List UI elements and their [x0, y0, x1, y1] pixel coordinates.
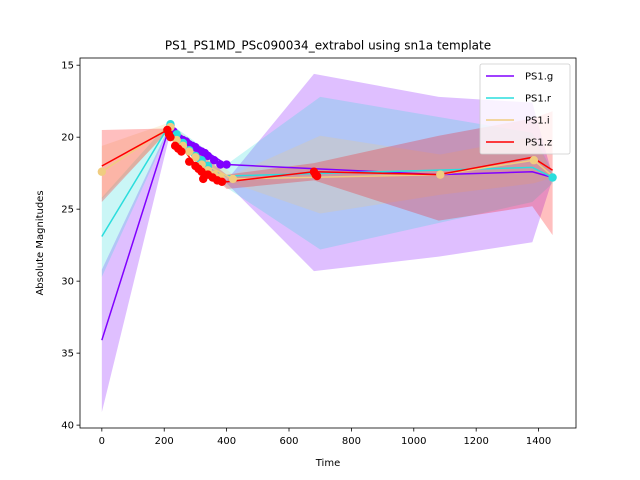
point-ps1-i-12 [529, 156, 539, 165]
chart-title: PS1_PS1MD_PSc090034_extrabol using sn1a … [165, 39, 491, 53]
x-tick-label: 800 [342, 436, 361, 447]
legend-label: PS1.g [525, 72, 553, 83]
point-ps1-r-7 [548, 173, 557, 182]
point-ps1-z-17 [312, 171, 322, 181]
point-ps1-z-2 [166, 132, 175, 142]
y-tick-label: 20 [61, 133, 74, 144]
point-ps1-i-0 [97, 167, 107, 176]
point-ps1-g-12 [203, 151, 213, 161]
legend-label: PS1.i [525, 116, 550, 127]
point-ps1-z-6 [184, 157, 194, 166]
y-axis: 15 20 25 30 35 40 [61, 61, 80, 432]
legend-box [479, 63, 571, 155]
legend-label: PS1.z [525, 138, 552, 149]
plot-frame [79, 57, 577, 429]
x-axis-title: Time [315, 458, 340, 469]
point-ps1-r-1 [172, 130, 181, 139]
y-tick-label: 15 [61, 61, 74, 72]
y-tick-label: 40 [61, 421, 74, 432]
point-ps1-i-5 [191, 153, 200, 162]
y-tick-label: 35 [61, 349, 74, 360]
point-ps1-z-9 [197, 167, 206, 176]
band-ps1-i [101, 122, 553, 214]
point-ps1-g-14 [216, 160, 225, 169]
point-ps1-i-4 [184, 147, 194, 156]
x-tick-label: 600 [279, 436, 298, 447]
point-ps1-g-13 [209, 156, 219, 165]
y-tick-label: 30 [61, 277, 74, 288]
band-ps1-r [101, 96, 553, 277]
point-ps1-i-11 [436, 170, 445, 179]
point-ps1-i-10 [228, 174, 238, 184]
x-tick-label: 1200 [463, 436, 488, 447]
x-tick-label: 0 [99, 436, 105, 447]
point-ps1-z-5 [177, 147, 186, 156]
y-tick-label: 25 [61, 205, 74, 216]
x-tick-label: 400 [217, 436, 236, 447]
legend: PS1.g PS1.r PS1.i PS1.z [479, 63, 571, 155]
y-axis-title: Absolute Magnitudes [35, 190, 46, 295]
point-ps1-z-14 [217, 177, 227, 187]
band-ps1-g [101, 73, 553, 413]
x-tick-label: 1000 [401, 436, 426, 447]
legend-label: PS1.r [525, 94, 552, 105]
x-axis: 0 200 400 600 800 1000 1200 1400 [99, 428, 551, 447]
x-tick-label: 200 [155, 436, 174, 447]
point-ps1-g-15 [222, 160, 231, 169]
plot-area [97, 73, 557, 413]
line-ps1-g [101, 127, 553, 341]
x-tick-label: 1400 [526, 436, 551, 447]
